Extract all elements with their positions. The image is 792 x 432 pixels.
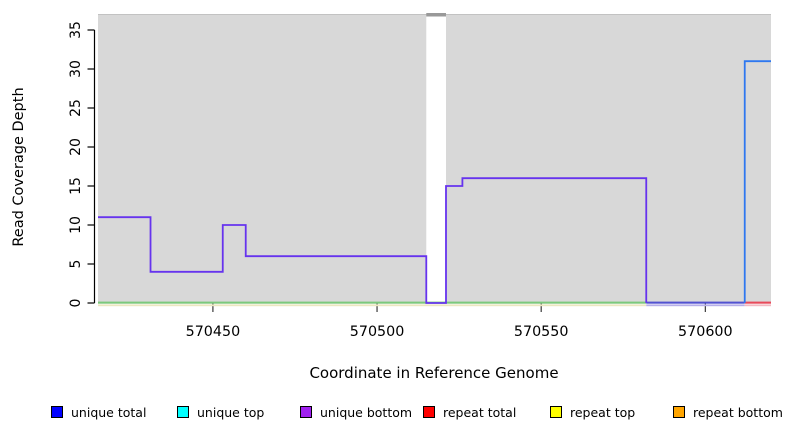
legend-label: unique bottom (320, 404, 413, 420)
repeat-top-swatch-icon (550, 406, 562, 418)
unique-bottom-line (98, 177, 648, 304)
y-tick-label: 0 (68, 299, 84, 308)
y-tick-label: 10 (68, 216, 84, 234)
y-tick-label: 5 (68, 260, 84, 269)
unique-top-total-line (743, 60, 771, 303)
legend-item-repeat-top: repeat top (550, 402, 635, 422)
y-axis-title: Read Coverage Depth (11, 87, 27, 247)
unique-bottom-swatch-icon (300, 406, 312, 418)
x-tick-label: 570450 (186, 324, 241, 340)
legend-item-repeat-total: repeat total (423, 402, 516, 422)
legend-label: repeat top (570, 404, 636, 420)
legend-label: unique top (197, 404, 265, 420)
zero-line-indigo-under (646, 304, 745, 307)
legend-item-unique-total: unique total (51, 402, 146, 422)
legend-label: repeat bottom (693, 404, 783, 420)
unique-total-swatch-icon (51, 406, 63, 418)
zero-line-red (744, 301, 771, 304)
y-tick-label: 15 (68, 177, 84, 195)
legend-item-unique-bottom: unique bottom (300, 402, 412, 422)
y-tick-label: 35 (68, 21, 84, 39)
legend-label: repeat total (443, 404, 517, 420)
zero-line-green-under (98, 304, 647, 307)
legend-label: unique total (71, 404, 147, 420)
unique-top-swatch-icon (177, 406, 189, 418)
zero-line-red-under (744, 304, 771, 307)
legend-item-repeat-bottom: repeat bottom (673, 402, 783, 422)
x-tick-label: 570500 (350, 324, 405, 340)
zero-line-indigo (646, 301, 745, 304)
y-tick-label: 20 (68, 138, 84, 156)
repeat-bottom-swatch-icon (673, 406, 685, 418)
y-tick-label: 25 (68, 99, 84, 117)
y-tick-label: 30 (68, 60, 84, 78)
coverage-gap-cap (426, 13, 446, 17)
x-tick-label: 570550 (514, 324, 569, 340)
x-axis-title: Coordinate in Reference Genome (309, 364, 559, 382)
legend-item-unique-top: unique top (177, 402, 264, 422)
repeat-total-swatch-icon (423, 406, 435, 418)
zero-line-green (98, 301, 647, 304)
coverage-gap-band (426, 16, 446, 303)
x-tick-label: 570600 (678, 324, 733, 340)
legend: unique total unique top unique bottom re… (0, 402, 792, 424)
